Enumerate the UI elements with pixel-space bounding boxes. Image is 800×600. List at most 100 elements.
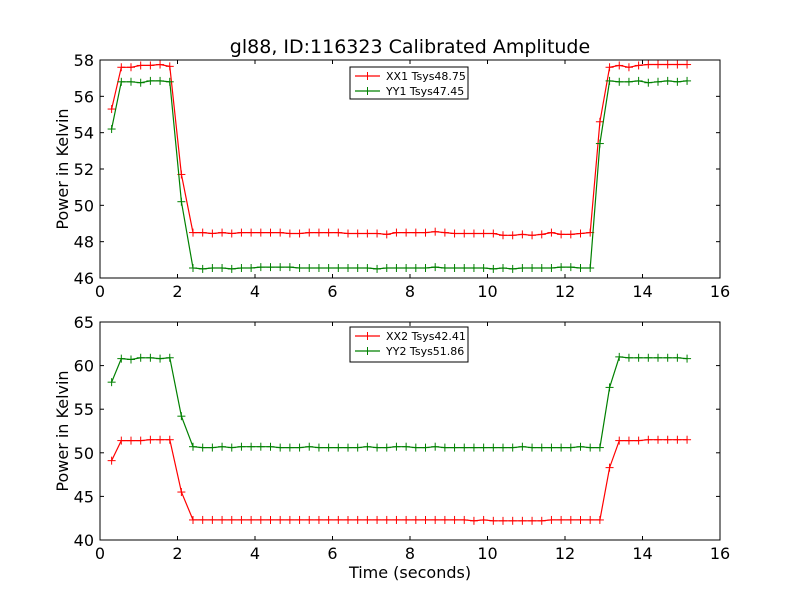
legend: XX2 Tsys42.41 YY2 Tsys51.86 <box>349 326 469 363</box>
series-point <box>450 229 459 238</box>
x-tick-label: 4 <box>250 544 260 563</box>
series-point <box>644 353 653 362</box>
series-point <box>353 515 362 524</box>
series-point <box>136 353 145 362</box>
series-point <box>237 228 246 237</box>
series-point <box>537 264 546 273</box>
series-point <box>165 353 174 362</box>
y-tick-label: 56 <box>74 87 94 106</box>
x-tick-label: 6 <box>327 282 337 301</box>
series-point <box>557 230 566 239</box>
plot-frame <box>99 321 721 541</box>
series-point <box>266 228 275 237</box>
series-point <box>285 263 294 272</box>
series-point <box>373 515 382 524</box>
series-point <box>314 443 323 452</box>
series-point <box>363 264 372 273</box>
series-point <box>605 63 614 72</box>
series-point <box>431 227 440 236</box>
series-point <box>227 229 236 238</box>
series-point <box>644 435 653 444</box>
series-point <box>460 229 469 238</box>
series-point <box>440 443 449 452</box>
series-point <box>198 264 207 273</box>
y-tick-label: 54 <box>74 124 94 143</box>
x-tick-label: 8 <box>405 282 415 301</box>
series-point <box>411 515 420 524</box>
series-point <box>247 264 256 273</box>
series-point <box>334 228 343 237</box>
series-point <box>373 264 382 273</box>
series-point <box>508 516 517 525</box>
series-point <box>247 228 256 237</box>
series-point <box>227 515 236 524</box>
series-point <box>276 515 285 524</box>
series-point <box>421 228 430 237</box>
series-point <box>227 443 236 452</box>
series-point <box>518 230 527 239</box>
legend-label: XX2 Tsys42.41 <box>386 330 466 343</box>
legend-box <box>349 66 469 100</box>
series-point <box>528 264 537 273</box>
series-point <box>440 264 449 273</box>
series-point <box>469 516 478 525</box>
series-point <box>107 125 116 134</box>
series-point <box>382 443 391 452</box>
legend-label: YY1 Tsys47.45 <box>385 85 464 98</box>
series-point <box>469 443 478 452</box>
series-point <box>127 436 135 445</box>
series-point <box>499 231 507 240</box>
series-point <box>266 515 275 524</box>
series-point <box>295 443 304 452</box>
series-point <box>566 263 575 272</box>
y-tick-label: 40 <box>74 531 94 550</box>
x-tick-label: 4 <box>250 282 260 301</box>
series-point <box>334 515 343 524</box>
series-point <box>528 231 537 240</box>
y-tick-label: 48 <box>74 233 94 252</box>
series-point <box>353 443 362 452</box>
series-point <box>247 442 256 451</box>
x-tick-label: 12 <box>555 282 575 301</box>
series-point <box>146 353 155 362</box>
series-point <box>499 443 507 452</box>
series-point <box>127 355 135 364</box>
series-point <box>127 77 135 86</box>
series-point <box>208 264 217 273</box>
series-point <box>276 228 285 237</box>
series-point <box>136 78 145 87</box>
series-point <box>247 515 256 524</box>
x-tick-label: 10 <box>477 544 497 563</box>
series-point <box>673 77 682 86</box>
series-point <box>117 354 126 363</box>
series-point <box>586 443 595 452</box>
series-point <box>295 515 304 524</box>
series-point <box>537 230 546 239</box>
x-tick-label: 6 <box>327 544 337 563</box>
series-point <box>518 442 527 451</box>
y-tick-label: 58 <box>74 51 94 70</box>
series-point <box>663 435 672 444</box>
series-point <box>295 229 304 238</box>
series-point <box>256 263 265 272</box>
series-point <box>285 229 294 238</box>
series-point <box>489 443 498 452</box>
series-point <box>165 435 174 444</box>
series-point <box>353 229 362 238</box>
series-point <box>450 443 459 452</box>
series-point <box>353 264 362 273</box>
plot-panel-2: 0 2 4 6 8 10 12 14 16 40 45 50 55 60 65 Power in Kelvin… <box>53 313 730 582</box>
series-point <box>615 77 624 86</box>
series-point <box>177 488 186 497</box>
series-point <box>218 228 227 237</box>
series-point <box>663 76 672 85</box>
series-point <box>256 228 265 237</box>
series-point <box>634 61 643 70</box>
series-point <box>566 443 575 452</box>
series-point <box>334 264 343 273</box>
series-point <box>624 77 633 86</box>
series-point <box>673 435 682 444</box>
series-point <box>566 515 575 524</box>
